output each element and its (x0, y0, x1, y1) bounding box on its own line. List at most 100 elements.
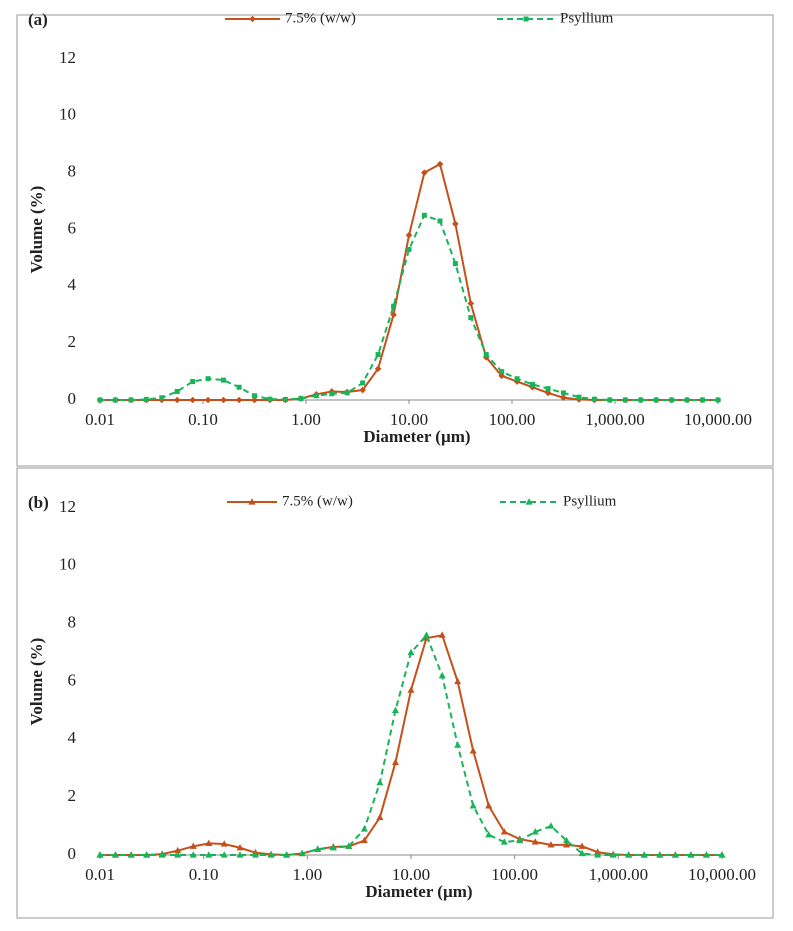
x-tick-label: 0.10 (188, 410, 218, 429)
marker (236, 384, 242, 390)
y-tick-label: 10 (59, 555, 76, 574)
x-tick-label: 10,000.00 (684, 410, 752, 429)
x-tick-label: 1,000.00 (589, 865, 649, 884)
marker (251, 851, 259, 858)
marker (562, 836, 570, 844)
x-tick-label: 1.00 (292, 865, 322, 884)
legend-marker (523, 16, 529, 22)
marker (531, 828, 539, 835)
marker (359, 386, 366, 394)
marker (437, 218, 443, 224)
marker (485, 802, 493, 809)
x-axis-label: Diameter (µm) (365, 882, 472, 901)
marker (360, 825, 368, 832)
marker (498, 372, 505, 380)
marker (609, 851, 617, 858)
marker (625, 851, 633, 858)
y-tick-label: 8 (68, 162, 77, 181)
marker (112, 397, 118, 403)
marker (452, 261, 458, 267)
marker (454, 741, 462, 748)
marker (702, 851, 710, 858)
marker (390, 311, 397, 319)
y-tick-label: 0 (68, 389, 77, 408)
marker (143, 851, 151, 858)
marker (607, 397, 613, 403)
marker (531, 838, 539, 845)
marker (251, 393, 257, 399)
y-tick-label: 12 (59, 497, 76, 516)
marker (298, 396, 304, 402)
marker (405, 231, 413, 239)
series-line (100, 634, 722, 857)
marker (467, 300, 475, 307)
marker (671, 851, 679, 858)
marker (189, 842, 197, 849)
marker (545, 386, 551, 392)
marker (391, 706, 399, 714)
panel-label: (b) (28, 493, 49, 512)
x-tick-label: 100.00 (489, 410, 536, 429)
marker (421, 212, 427, 218)
marker (407, 686, 415, 693)
marker (159, 395, 165, 401)
marker (578, 849, 586, 857)
x-tick-label: 0.01 (85, 410, 115, 429)
legend-label: Psyllium (563, 493, 617, 509)
marker (485, 830, 493, 838)
marker (158, 851, 166, 858)
panel-label: (a) (28, 10, 48, 29)
marker (283, 851, 291, 858)
panel-frame (16, 467, 774, 919)
marker (391, 303, 397, 309)
marker (97, 397, 103, 403)
marker (591, 396, 597, 402)
marker (421, 169, 428, 176)
marker (374, 365, 382, 373)
marker (220, 840, 228, 847)
marker (236, 843, 244, 851)
marker (407, 648, 415, 656)
x-tick-label: 10,000.00 (688, 865, 756, 884)
marker (560, 394, 567, 402)
marker (189, 851, 197, 858)
marker (96, 851, 104, 858)
marker (111, 851, 119, 858)
x-tick-label: 10.00 (392, 865, 430, 884)
x-tick-label: 1.00 (291, 410, 321, 429)
series-line (100, 633, 722, 856)
y-tick-label: 2 (68, 786, 77, 805)
y-tick-label: 8 (68, 613, 77, 632)
legend-marker (525, 498, 533, 505)
marker (684, 397, 690, 403)
marker (715, 397, 721, 403)
marker (267, 396, 273, 402)
marker (205, 839, 213, 847)
marker (174, 851, 182, 858)
marker (298, 849, 306, 857)
marker (529, 381, 535, 387)
x-tick-label: 100.00 (491, 865, 538, 884)
y-tick-label: 6 (68, 670, 77, 689)
marker (251, 396, 258, 404)
marker (483, 352, 489, 358)
marker (594, 851, 602, 858)
marker (235, 396, 243, 404)
legend-marker (249, 15, 256, 23)
y-tick-label: 0 (68, 844, 77, 863)
marker (514, 376, 520, 382)
marker (438, 671, 446, 679)
marker (406, 246, 412, 252)
marker (205, 851, 213, 858)
marker (499, 369, 505, 375)
marker (469, 747, 477, 754)
marker (500, 828, 508, 835)
marker (360, 836, 368, 844)
marker (174, 388, 180, 394)
marker (529, 383, 536, 391)
series-line (100, 162, 718, 401)
marker (700, 397, 706, 403)
y-tick-label: 4 (68, 728, 77, 747)
marker (547, 822, 555, 829)
